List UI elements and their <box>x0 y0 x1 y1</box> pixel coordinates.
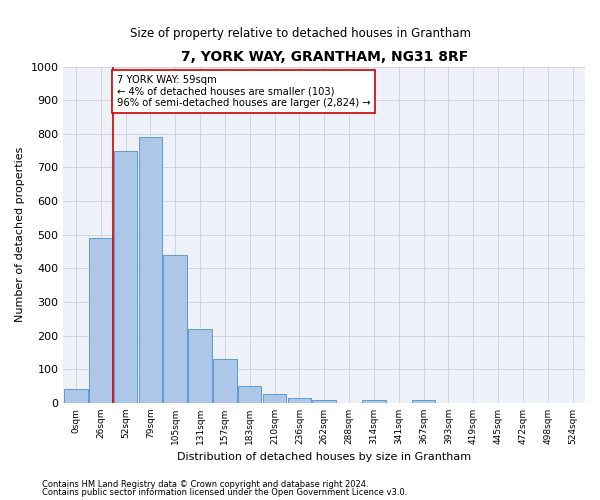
Y-axis label: Number of detached properties: Number of detached properties <box>15 147 25 322</box>
Bar <box>139 137 162 403</box>
Text: Contains HM Land Registry data © Crown copyright and database right 2024.: Contains HM Land Registry data © Crown c… <box>42 480 368 489</box>
Text: Size of property relative to detached houses in Grantham: Size of property relative to detached ho… <box>130 28 470 40</box>
Bar <box>213 359 236 403</box>
Bar <box>163 255 187 403</box>
Bar <box>412 400 436 403</box>
Bar <box>263 394 286 403</box>
Bar <box>313 400 336 403</box>
Text: 7 YORK WAY: 59sqm
← 4% of detached houses are smaller (103)
96% of semi-detached: 7 YORK WAY: 59sqm ← 4% of detached house… <box>117 75 370 108</box>
Text: Contains public sector information licensed under the Open Government Licence v3: Contains public sector information licen… <box>42 488 407 497</box>
Bar <box>89 238 112 403</box>
Bar <box>188 329 212 403</box>
Bar <box>238 386 262 403</box>
Title: 7, YORK WAY, GRANTHAM, NG31 8RF: 7, YORK WAY, GRANTHAM, NG31 8RF <box>181 50 468 64</box>
Bar <box>287 398 311 403</box>
Bar <box>362 400 386 403</box>
X-axis label: Distribution of detached houses by size in Grantham: Distribution of detached houses by size … <box>177 452 471 462</box>
Bar <box>114 150 137 403</box>
Bar <box>64 390 88 403</box>
